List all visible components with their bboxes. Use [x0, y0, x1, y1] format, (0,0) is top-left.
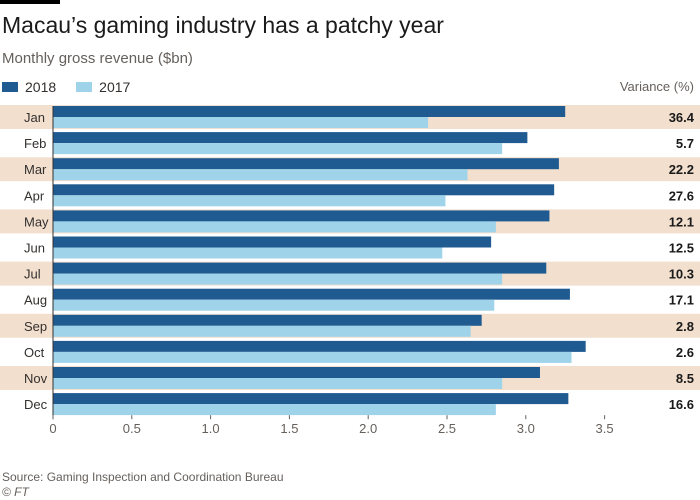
bar-2017-nov	[53, 378, 503, 389]
x-tick-label-6: 3.0	[517, 421, 535, 436]
category-label-dec: Dec	[24, 397, 48, 412]
source-note: Source: Gaming Inspection and Coordinati…	[2, 470, 284, 484]
category-label-sep: Sep	[24, 319, 47, 334]
category-label-aug: Aug	[24, 293, 47, 308]
category-label-oct: Oct	[24, 345, 45, 360]
variance-value-aug: 17.1	[669, 293, 694, 308]
top-rule	[0, 0, 60, 4]
variance-value-oct: 2.6	[676, 345, 694, 360]
variance-value-apr: 27.6	[669, 188, 694, 203]
x-tick-label-0: 0	[49, 421, 56, 436]
category-label-mar: Mar	[24, 162, 47, 177]
bar-2018-aug	[53, 288, 570, 300]
bar-2017-jun	[53, 247, 443, 259]
bar-2018-feb	[53, 132, 528, 144]
variance-value-feb: 5.7	[676, 136, 694, 151]
variance-value-jan: 36.4	[669, 110, 695, 125]
variance-header: Variance (%)	[619, 79, 694, 94]
bar-2017-jul	[53, 273, 503, 285]
credit: © FT	[2, 485, 29, 499]
bar-2017-apr	[53, 195, 446, 207]
category-label-apr: Apr	[24, 188, 45, 203]
x-tick-label-1: 0.5	[123, 421, 141, 436]
bar-2017-oct	[53, 351, 572, 363]
x-tick-label-3: 1.5	[280, 421, 298, 436]
category-label-jul: Jul	[24, 267, 41, 282]
bar-2018-oct	[53, 340, 586, 352]
variance-value-dec: 16.6	[669, 397, 694, 412]
bar-2017-dec	[53, 404, 496, 416]
category-label-nov: Nov	[24, 371, 48, 386]
chart-subtitle: Monthly gross revenue ($bn)	[2, 50, 193, 67]
category-label-feb: Feb	[24, 136, 46, 151]
bar-2018-nov	[53, 367, 540, 378]
legend-label-2018: 2018	[25, 79, 57, 95]
legend: 2018 2017	[2, 79, 150, 95]
category-label-jan: Jan	[24, 110, 45, 125]
variance-value-jul: 10.3	[669, 267, 694, 282]
bar-2018-may	[53, 210, 550, 222]
x-tick-label-7: 3.5	[596, 421, 614, 436]
variance-value-jun: 12.5	[669, 241, 694, 256]
variance-value-sep: 2.8	[676, 319, 694, 334]
bar-2017-mar	[53, 169, 468, 181]
legend-swatch-2017	[76, 82, 93, 92]
bar-2017-jan	[53, 117, 429, 128]
x-tick-label-5: 2.5	[438, 421, 456, 436]
legend-item-2017: 2017	[76, 79, 130, 95]
bar-2018-sep	[53, 314, 482, 326]
category-label-may: May	[24, 214, 49, 229]
bar-2018-dec	[53, 393, 569, 405]
bar-2017-sep	[53, 325, 471, 337]
bar-2017-feb	[53, 143, 503, 155]
x-tick-label-2: 1.0	[202, 421, 220, 436]
legend-swatch-2018	[2, 82, 18, 92]
bar-2017-may	[53, 221, 496, 233]
bar-2018-jan	[53, 106, 566, 117]
variance-value-may: 12.1	[669, 214, 694, 229]
bar-2018-jul	[53, 262, 547, 274]
category-label-jun: Jun	[24, 241, 45, 256]
bar-2017-aug	[53, 299, 495, 311]
legend-label-2017: 2017	[99, 79, 131, 95]
bar-2018-jun	[53, 236, 492, 248]
x-tick-label-4: 2.0	[359, 421, 377, 436]
bar-2018-mar	[53, 158, 559, 170]
legend-item-2018: 2018	[2, 79, 56, 95]
variance-value-mar: 22.2	[669, 162, 694, 177]
bar-2018-apr	[53, 184, 555, 196]
chart-title: Macau’s gaming industry has a patchy yea…	[2, 12, 444, 38]
variance-value-nov: 8.5	[676, 371, 694, 386]
